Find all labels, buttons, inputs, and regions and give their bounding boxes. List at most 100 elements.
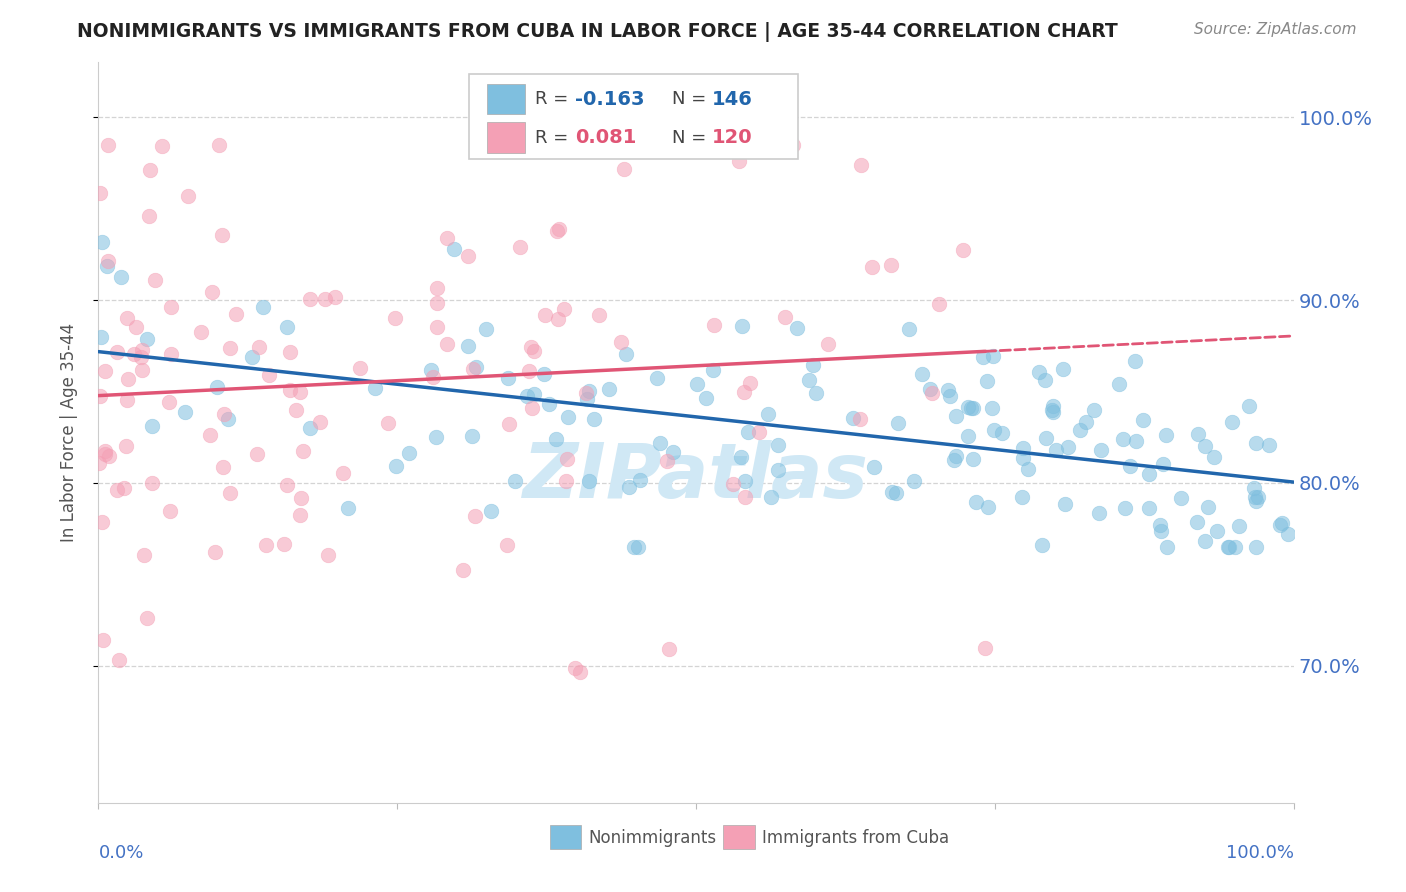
Point xyxy=(288,384,311,399)
Point xyxy=(1074,415,1097,429)
Point xyxy=(748,425,770,440)
Point xyxy=(385,459,408,474)
Text: 100.0%: 100.0% xyxy=(1226,844,1294,862)
Point xyxy=(364,381,387,395)
Point xyxy=(177,189,200,203)
Point xyxy=(97,137,120,152)
Point xyxy=(981,401,1004,415)
Point xyxy=(475,322,498,336)
Point xyxy=(422,370,444,384)
Point xyxy=(1243,481,1265,495)
Point xyxy=(583,412,606,426)
Point xyxy=(1057,440,1080,454)
Text: 146: 146 xyxy=(711,89,752,109)
Point xyxy=(117,393,139,408)
Point xyxy=(1154,427,1177,442)
Point xyxy=(516,389,538,403)
Point xyxy=(564,661,586,675)
Point xyxy=(398,446,420,460)
Point xyxy=(655,454,678,468)
Point xyxy=(733,384,755,399)
Point xyxy=(860,260,883,274)
Point xyxy=(849,158,872,172)
Point xyxy=(534,308,557,322)
Point xyxy=(136,611,159,625)
Point xyxy=(129,350,152,364)
Point xyxy=(135,332,157,346)
Point xyxy=(773,310,796,325)
Point xyxy=(1257,438,1279,452)
Point xyxy=(98,449,121,463)
Point xyxy=(211,227,233,242)
Point xyxy=(97,253,120,268)
Point xyxy=(578,384,600,399)
Point xyxy=(734,490,756,504)
Point xyxy=(799,373,821,387)
Point xyxy=(1223,540,1246,554)
Point xyxy=(110,269,132,284)
Point xyxy=(105,483,128,497)
Point xyxy=(217,412,239,426)
Point xyxy=(426,320,449,334)
Point xyxy=(737,425,759,439)
Point xyxy=(290,491,312,506)
Point xyxy=(1187,515,1209,529)
Point xyxy=(90,515,112,529)
Point xyxy=(817,337,839,351)
Point xyxy=(1028,365,1050,379)
Point xyxy=(115,311,138,326)
Point xyxy=(1053,497,1076,511)
Point xyxy=(89,389,111,403)
Point xyxy=(1090,442,1112,457)
Point xyxy=(208,137,231,152)
Point xyxy=(568,665,591,679)
Point xyxy=(849,412,872,426)
Point xyxy=(1125,434,1147,449)
Point xyxy=(143,273,166,287)
Point xyxy=(426,296,449,310)
Point xyxy=(93,632,115,647)
Point xyxy=(882,484,904,499)
Point xyxy=(1045,442,1067,457)
Point xyxy=(1271,516,1294,530)
Point xyxy=(1239,400,1261,414)
Point xyxy=(1123,354,1146,368)
Point xyxy=(290,508,312,522)
Point xyxy=(588,309,610,323)
Point xyxy=(349,361,371,376)
Point xyxy=(554,474,576,488)
Text: Nonimmigrants: Nonimmigrants xyxy=(589,829,717,847)
Point xyxy=(695,391,717,405)
Point xyxy=(702,363,724,377)
Point xyxy=(115,439,138,453)
Point xyxy=(575,386,598,401)
Point xyxy=(138,162,160,177)
Point xyxy=(384,310,406,325)
Point xyxy=(225,307,247,321)
Point xyxy=(863,459,886,474)
Point xyxy=(1088,506,1111,520)
Point xyxy=(457,339,479,353)
Y-axis label: In Labor Force | Age 35-44: In Labor Force | Age 35-44 xyxy=(59,323,77,542)
Point xyxy=(1194,439,1216,453)
Point xyxy=(512,137,534,152)
Point xyxy=(219,485,242,500)
Point xyxy=(332,466,354,480)
Point xyxy=(1244,435,1267,450)
Point xyxy=(285,403,308,417)
Point xyxy=(522,401,544,415)
FancyBboxPatch shape xyxy=(550,825,581,848)
Point xyxy=(1132,412,1154,426)
Point xyxy=(436,231,458,245)
Point xyxy=(91,235,114,249)
Point xyxy=(204,545,226,559)
Point xyxy=(96,259,118,273)
Point xyxy=(1052,361,1074,376)
Point xyxy=(219,341,242,355)
Text: Immigrants from Cuba: Immigrants from Cuba xyxy=(762,829,949,847)
Point xyxy=(125,320,148,334)
Point xyxy=(1112,432,1135,446)
Point xyxy=(254,538,277,552)
Point xyxy=(806,386,828,401)
Point xyxy=(174,405,197,419)
